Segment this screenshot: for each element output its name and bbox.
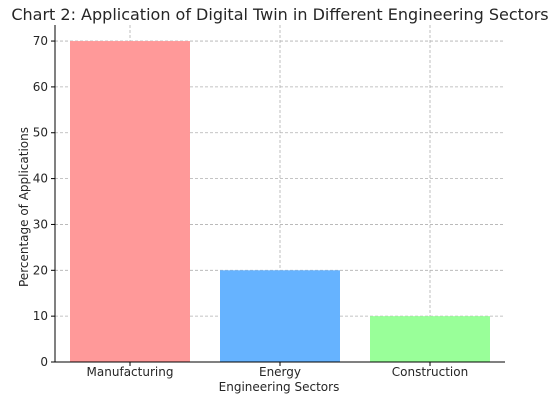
x-tick-label: Energy bbox=[259, 365, 301, 379]
chart-title: Chart 2: Application of Digital Twin in … bbox=[11, 5, 548, 24]
x-axis-label: Engineering Sectors bbox=[219, 380, 340, 394]
y-tick-label: 20 bbox=[33, 263, 48, 277]
bar-energy bbox=[220, 270, 340, 362]
bar-construction bbox=[370, 316, 490, 362]
y-tick-label: 10 bbox=[33, 309, 48, 323]
y-axis-label: Percentage of Applications bbox=[17, 127, 31, 287]
y-tick-label: 40 bbox=[33, 172, 48, 186]
bars bbox=[70, 41, 490, 363]
y-tick-label: 50 bbox=[33, 126, 48, 140]
y-tick-label: 60 bbox=[33, 80, 48, 94]
x-axis-ticks: Manufacturing Energy Construction bbox=[87, 362, 468, 379]
y-axis-ticks: 0 10 20 30 40 50 60 70 bbox=[33, 34, 55, 369]
x-tick-label: Manufacturing bbox=[87, 365, 174, 379]
y-tick-label: 70 bbox=[33, 34, 48, 48]
y-tick-label: 30 bbox=[33, 217, 48, 231]
x-tick-label: Construction bbox=[392, 365, 468, 379]
bar-manufacturing bbox=[70, 41, 190, 363]
y-tick-label: 0 bbox=[40, 355, 48, 369]
